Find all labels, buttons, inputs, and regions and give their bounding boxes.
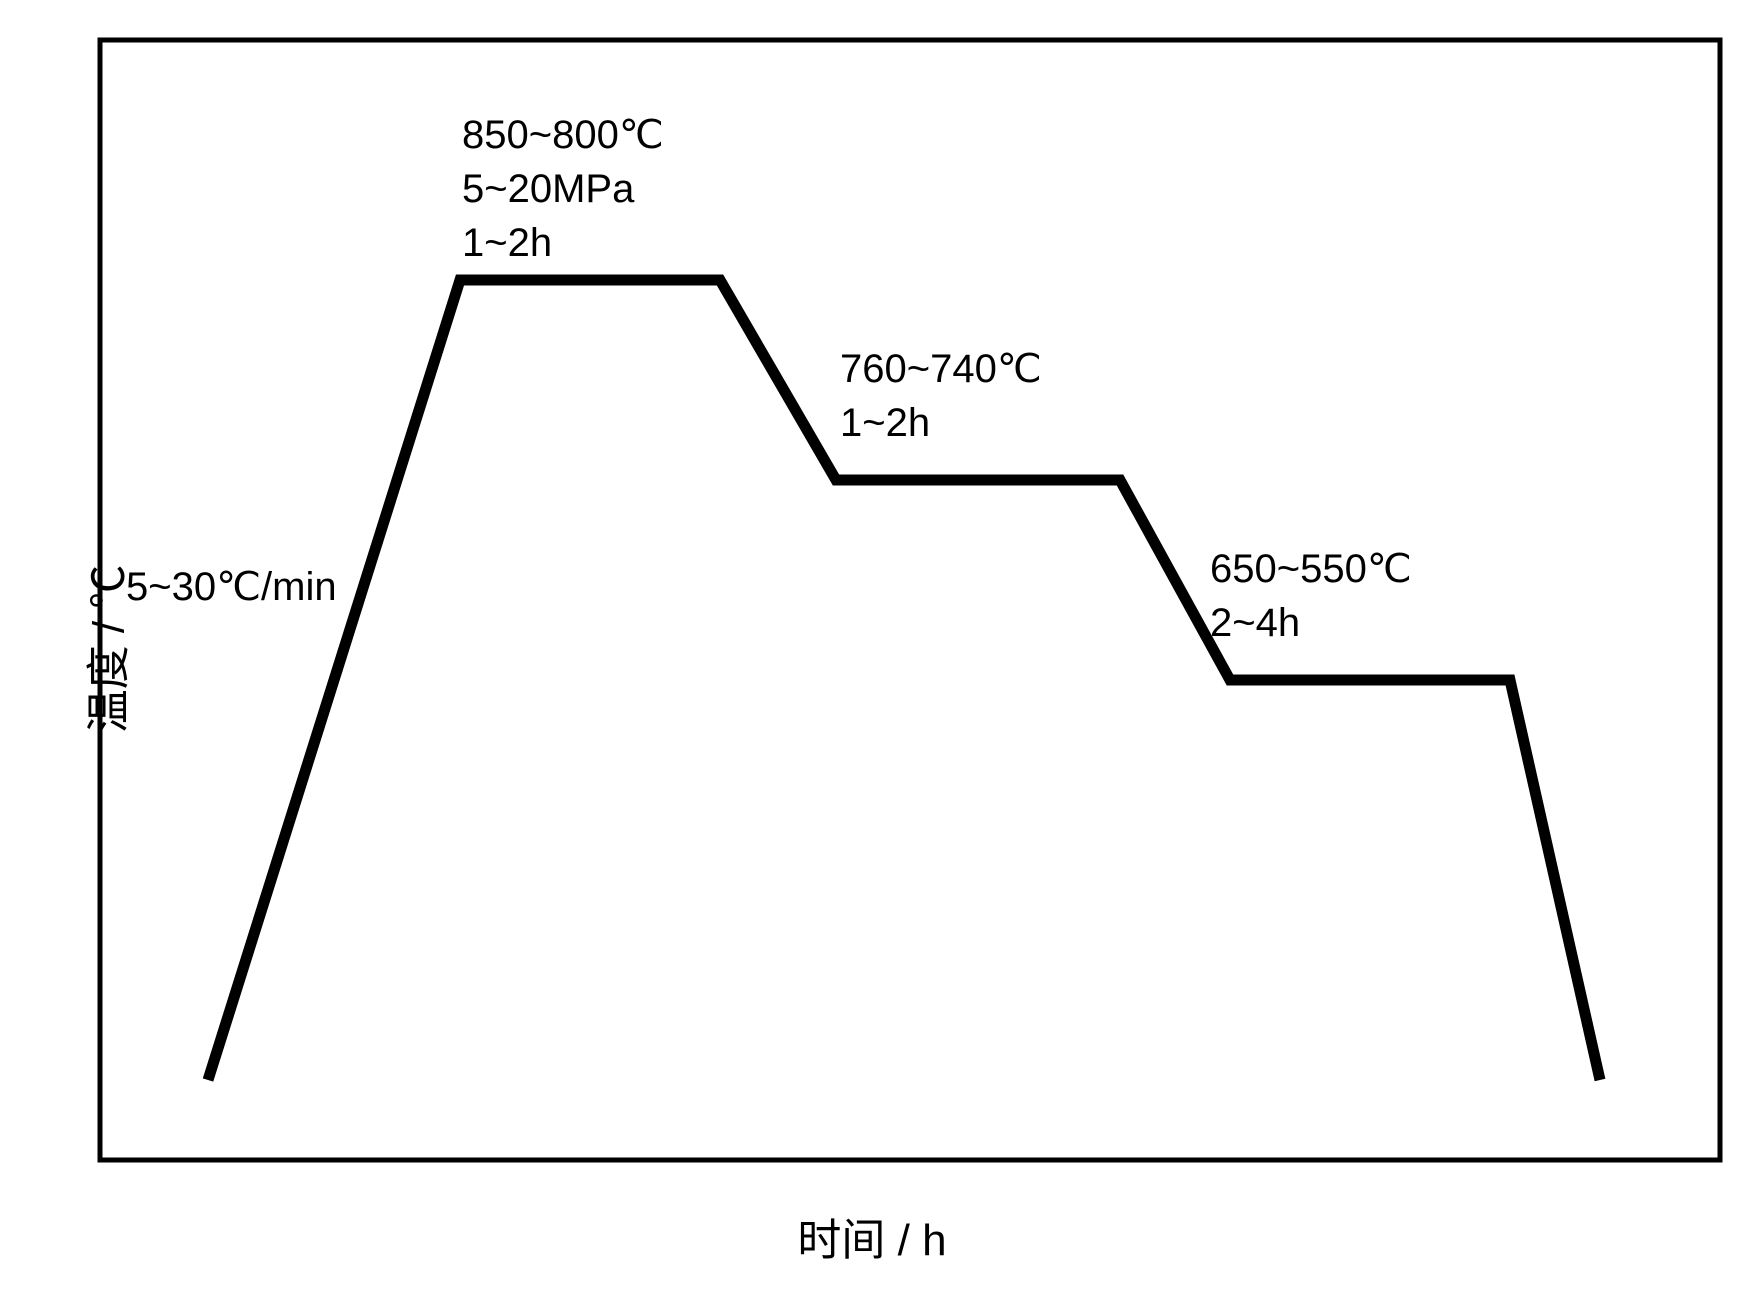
plot-frame (100, 40, 1720, 1160)
annotation-stage-2: 760~740℃1~2h (840, 342, 1042, 450)
annotation-stage-3: 650~550℃2~4h (1210, 542, 1412, 650)
x-axis-label: 时间 / h (797, 1204, 946, 1268)
chart-container: 温度 / ℃ 时间 / h 5~30℃/min 850~800℃5~20MPa1… (0, 0, 1744, 1298)
annotation-ramp-rate: 5~30℃/min (126, 560, 337, 614)
chart-svg (0, 0, 1744, 1298)
annotation-stage-1: 850~800℃5~20MPa1~2h (462, 108, 664, 270)
